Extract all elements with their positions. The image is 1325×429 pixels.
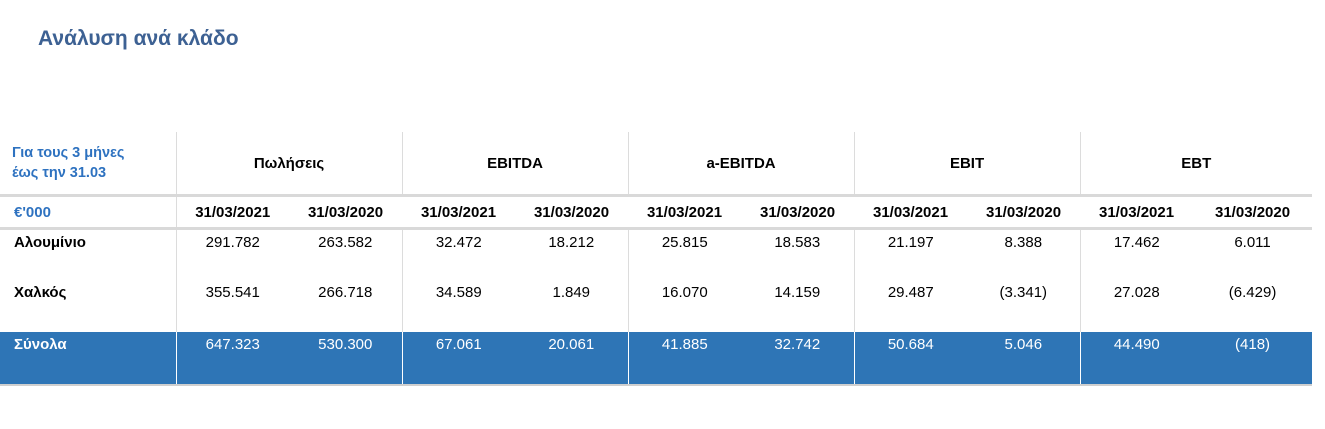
table-cell: 17.462 xyxy=(1079,228,1194,280)
table-cell: 25.815 xyxy=(627,228,742,280)
table-cell: (6.429) xyxy=(1228,284,1277,301)
table-cell: 8.388 xyxy=(1004,234,1043,251)
table-cell: 263.582 xyxy=(318,234,373,251)
total-cell: 530.300 xyxy=(289,332,403,386)
date-header: 31/03/2021 xyxy=(854,194,968,230)
table-row-copper: Χαλκός 355.541 266.718 34.589 1.849 16.0… xyxy=(0,280,1312,332)
date-header-row: €'000 31/03/2021 31/03/2020 31/03/2021 3… xyxy=(0,194,1313,230)
date-header: 31/03/2021 xyxy=(402,194,516,230)
page-title: Ανάλυση ανά κλάδο xyxy=(38,27,239,50)
group-header-sales: Πωλήσεις xyxy=(175,132,403,196)
total-cell: 32.742 xyxy=(741,332,855,386)
total-cell: 41.885 xyxy=(627,332,742,386)
table-cell: 27.028 xyxy=(1079,280,1194,332)
table-cell: 6.011 xyxy=(1234,234,1271,251)
date-header: 31/03/2020 xyxy=(1193,194,1313,230)
row-label: Χαλκός xyxy=(14,284,67,301)
table-cell: (3.341) xyxy=(999,284,1048,301)
group-header-row: Για τους 3 μήνες έως την 31.03 Πωλήσεις … xyxy=(0,132,1313,196)
table-cell: 291.782 xyxy=(175,228,289,280)
table-cell: 14.159 xyxy=(774,284,821,301)
total-cell: 44.490 xyxy=(1079,332,1194,386)
table-cell: 29.487 xyxy=(853,280,968,332)
segment-analysis-table: Για τους 3 μήνες έως την 31.03 Πωλήσεις … xyxy=(0,132,1313,386)
table-cell: 18.583 xyxy=(774,234,821,251)
table-cell: 18.212 xyxy=(548,234,595,251)
table-cell: 21.197 xyxy=(853,228,968,280)
table-row-aluminium: Αλουμίνιο 291.782 263.582 32.472 18.212 … xyxy=(0,228,1312,280)
table-cell: 32.472 xyxy=(401,228,516,280)
date-header: 31/03/2020 xyxy=(741,194,855,230)
total-cell: 67.061 xyxy=(401,332,516,386)
total-cell: 50.684 xyxy=(853,332,968,386)
table-cell: 16.070 xyxy=(627,280,742,332)
date-header: 31/03/2020 xyxy=(967,194,1081,230)
total-cell: 5.046 xyxy=(967,332,1081,386)
row-label: Αλουμίνιο xyxy=(14,234,86,251)
unit-label: €'000 xyxy=(0,194,176,230)
total-cell: 647.323 xyxy=(175,332,289,386)
date-header: 31/03/2020 xyxy=(289,194,403,230)
group-header-a-ebitda: a-EBITDA xyxy=(627,132,855,196)
period-label: Για τους 3 μήνες έως την 31.03 xyxy=(0,132,176,196)
table-cell: 34.589 xyxy=(401,280,516,332)
group-header-ebitda: EBITDA xyxy=(401,132,629,196)
table-row-total: Σύνολα 647.323 530.300 67.061 20.061 41.… xyxy=(0,332,1313,386)
date-header: 31/03/2021 xyxy=(175,194,289,230)
date-header: 31/03/2020 xyxy=(515,194,629,230)
group-header-ebt: EBT xyxy=(1079,132,1313,196)
table-cell: 355.541 xyxy=(175,280,289,332)
period-label-line1: Για τους 3 μήνες xyxy=(12,145,125,161)
total-cell: (418) xyxy=(1193,332,1313,386)
date-header: 31/03/2021 xyxy=(628,194,742,230)
table-cell: 266.718 xyxy=(318,284,373,301)
period-label-line2: έως την 31.03 xyxy=(12,165,107,181)
total-label: Σύνολα xyxy=(0,332,176,386)
date-header: 31/03/2021 xyxy=(1080,194,1194,230)
group-header-ebit: EBIT xyxy=(853,132,1081,196)
total-cell: 20.061 xyxy=(515,332,629,386)
table-cell: 1.849 xyxy=(552,284,591,301)
